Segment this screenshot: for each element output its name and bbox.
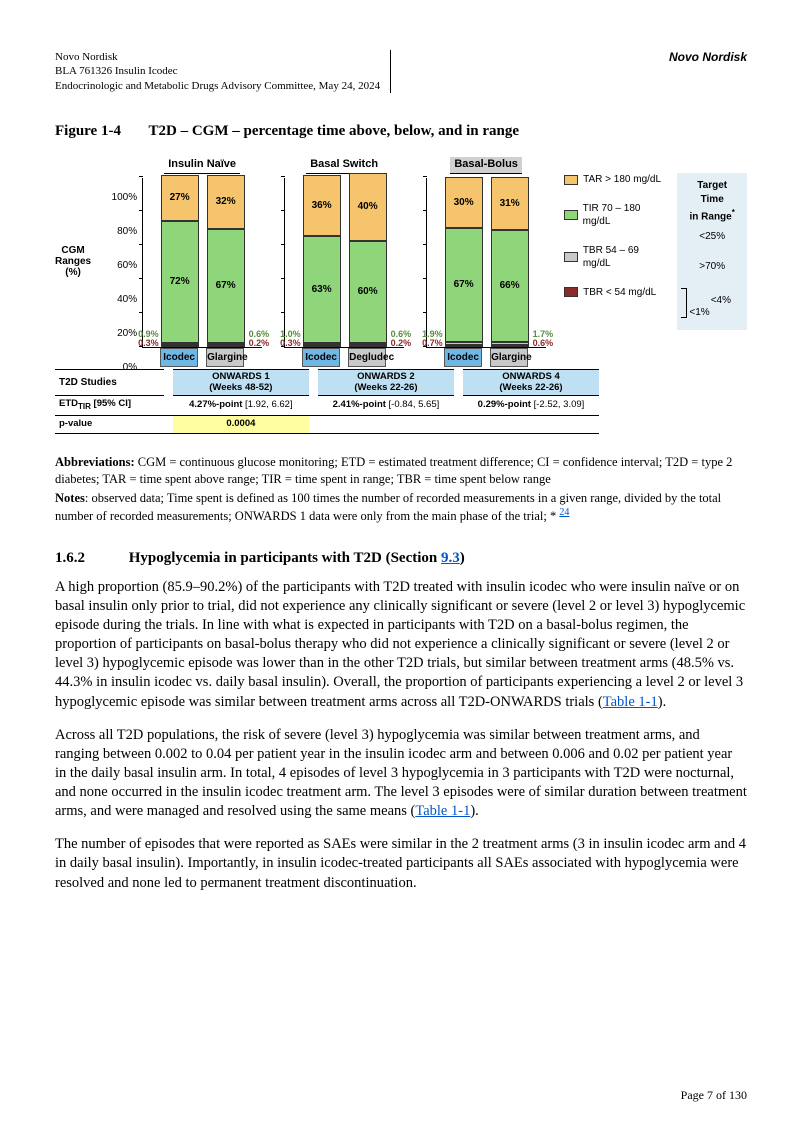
bar-segment-tbr_hi: [207, 343, 245, 345]
bar-segment-tbr_lo: [445, 345, 483, 347]
header-line2: BLA 761326 Insulin Icodec: [55, 64, 380, 78]
bar-segment-tbr_lo: [207, 345, 245, 347]
legend-item: TBR < 54 mg/dL: [564, 286, 667, 300]
pval-cell: 0.0004: [173, 416, 309, 434]
bar-segment-tbr_hi: [349, 343, 387, 345]
bar-segment-tar: 36%: [303, 175, 341, 236]
body-paragraph-1: A high proportion (85.9–90.2%) of the pa…: [55, 578, 747, 712]
bar-segment-tir: 60%: [349, 241, 387, 343]
pval-cell: [318, 416, 454, 434]
bar-segment-tbr_hi: [445, 342, 483, 345]
section-number: 1.6.2: [55, 548, 125, 568]
etd-cell: 2.41%-point [-0.84, 5.65]: [318, 396, 454, 416]
bar-segment-tir: 63%: [303, 236, 341, 343]
study-cell: ONWARDS 4(Weeks 22-26): [463, 370, 599, 396]
bar: 66%31%1.7%0.6%: [491, 177, 529, 347]
page-header: Novo Nordisk BLA 761326 Insulin Icodec E…: [55, 50, 747, 93]
study-cell: ONWARDS 2(Weeks 22-26): [318, 370, 454, 396]
table-link-1[interactable]: Table 1-1: [603, 694, 658, 710]
bar-segment-tar: 32%: [207, 175, 245, 229]
y-tick-label: 0%: [123, 361, 137, 375]
bar-segment-tir: 67%: [207, 229, 245, 343]
group-title: Basal Switch: [306, 157, 382, 174]
target-tbr-lo: <1%: [689, 306, 709, 320]
bar-x-label: Icodec: [160, 348, 198, 368]
legend-swatch: [564, 175, 578, 185]
y-tick-label: 80%: [117, 225, 137, 239]
header-company: Novo Nordisk: [669, 50, 747, 66]
reference-link-24[interactable]: 24: [559, 507, 569, 518]
y-tick-label: 60%: [117, 259, 137, 273]
bar-segment-tbr_lo: [161, 345, 199, 347]
bar-segment-tbr_hi: [161, 343, 199, 345]
bar-segment-tbr_hi: [303, 343, 341, 345]
legend-swatch: [564, 252, 578, 262]
legend: TAR > 180 mg/dL TIR 70 – 180 mg/dL TBR 54 …: [564, 173, 747, 330]
bar: 60%40%0.6%0.2%: [349, 173, 387, 347]
target-tbr-combined: <4%: [711, 294, 731, 308]
bar-x-label: Glargine: [490, 348, 528, 368]
legend-swatch: [564, 210, 578, 220]
body-paragraph-2: Across all T2D populations, the risk of …: [55, 726, 747, 822]
bar-segment-tar: 40%: [349, 173, 387, 241]
y-tick-label: 100%: [112, 191, 138, 205]
header-left: Novo Nordisk BLA 761326 Insulin Icodec E…: [55, 50, 391, 93]
notes: Notes: observed data; Time spent is defi…: [55, 490, 747, 526]
pval-cell: [463, 416, 599, 434]
table-link-2[interactable]: Table 1-1: [415, 803, 470, 819]
bar-x-label: Degludec: [348, 348, 386, 368]
etd-cell: 0.29%-point [-2.52, 3.09]: [463, 396, 599, 416]
legend-swatch: [564, 287, 578, 297]
header-line3: Endocrinologic and Metabolic Drugs Advis…: [55, 79, 380, 93]
bar-segment-tir: 67%: [445, 228, 483, 342]
abbreviations: Abbreviations: CGM = continuous glucose …: [55, 454, 747, 488]
etd-cell: 4.27%-point [1.92, 6.62]: [173, 396, 309, 416]
figure-title-text: T2D – CGM – percentage time above, below…: [148, 123, 519, 139]
target-tir: >70%: [685, 260, 739, 274]
bar-segment-tbr_lo: [303, 345, 341, 347]
group-title: Basal-Bolus: [450, 157, 522, 174]
bar: 67%32%0.6%0.2%: [207, 175, 245, 347]
header-line1: Novo Nordisk: [55, 50, 380, 64]
body-paragraph-3: The number of episodes that were reporte…: [55, 835, 747, 892]
bar-x-label: Icodec: [444, 348, 482, 368]
bar: 72%27%0.9%0.3%: [161, 175, 199, 347]
section-link[interactable]: 9.3: [441, 550, 460, 566]
bar-x-label: Glargine: [206, 348, 244, 368]
bar: 67%30%1.9%0.7%: [445, 177, 483, 347]
legend-item: TAR > 180 mg/dL: [564, 173, 667, 187]
target-tar: <25%: [685, 230, 739, 244]
study-cell: ONWARDS 1(Weeks 48-52): [173, 370, 309, 396]
bar-segment-tar: 30%: [445, 177, 483, 228]
section-heading: 1.6.2 Hypoglycemia in participants with …: [55, 548, 747, 568]
bar-segment-tbr_hi: [491, 342, 529, 345]
chart-container: CGM Ranges (%) 0%20%40%60%80%100%Insulin…: [55, 155, 747, 367]
bar-segment-tar: 27%: [161, 175, 199, 221]
chart-area: 0%20%40%60%80%100%Insulin Naïve72%27%0.9…: [105, 155, 546, 367]
bar-segment-tar: 31%: [491, 177, 529, 230]
figure-title: Figure 1-4 T2D – CGM – percentage time a…: [55, 121, 747, 141]
figure-number: Figure 1-4: [55, 121, 145, 141]
legend-item: TIR 70 – 180 mg/dL: [564, 202, 667, 229]
under-table: T2D StudiesONWARDS 1(Weeks 48-52)ONWARDS…: [55, 369, 747, 433]
group-title: Insulin Naïve: [164, 157, 240, 174]
legend-item: TBR 54 – 69 mg/dL: [564, 244, 667, 271]
target-box: Target Time in Range* <25% >70% <4% <1%: [677, 173, 747, 330]
bar-x-label: Icodec: [302, 348, 340, 368]
bar-segment-tir: 66%: [491, 230, 529, 342]
bar-segment-tir: 72%: [161, 221, 199, 343]
bar: 63%36%1.0%0.3%: [303, 175, 341, 347]
y-tick-label: 40%: [117, 293, 137, 307]
bar-segment-tbr_lo: [491, 345, 529, 347]
bar-segment-tbr_lo: [349, 345, 387, 347]
y-axis-title: CGM Ranges (%): [55, 245, 91, 278]
page-number: Page 7 of 130: [681, 1087, 747, 1103]
